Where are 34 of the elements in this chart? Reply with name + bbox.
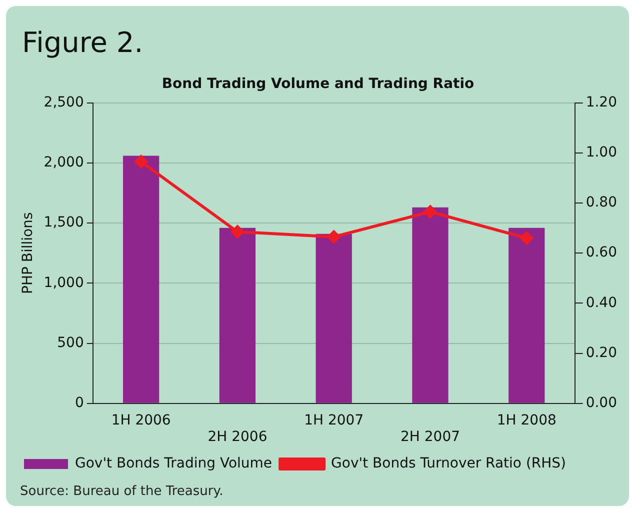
point: [327, 230, 340, 244]
y-tick-label: 2,500: [44, 94, 84, 110]
y2-tick-label: 0.20: [586, 344, 617, 361]
x-tick-label: 1H 2007: [304, 412, 364, 428]
bar: [316, 234, 352, 403]
x-tick-label: 2H 2006: [208, 429, 268, 446]
chart-title: Figure 2.: [22, 26, 144, 59]
x-tick-label: 1H 2008: [496, 412, 556, 428]
y2-tick-label: 0.00: [586, 395, 617, 412]
x-tick-label: 1H 2006: [111, 412, 171, 428]
y-axis-title: PHP Billions: [20, 212, 36, 294]
y2-tick-label: 1.20: [586, 94, 617, 110]
y-tick-label: 1,000: [44, 274, 84, 291]
point: [134, 155, 148, 168]
y2-tick-label: 0.40: [586, 294, 617, 311]
source-note: Source: Bureau of the Treasury.: [20, 484, 224, 499]
point: [424, 205, 437, 218]
bar: [412, 207, 448, 403]
bar: [219, 228, 256, 403]
point: [520, 232, 534, 245]
point: [230, 225, 244, 238]
chart-subtitle: Bond Trading Volume and Trading Ratio: [162, 76, 475, 92]
y2-tick-label: 0.60: [586, 244, 617, 261]
y-tick-label: 0: [74, 395, 84, 412]
y-tick-label: 2,000: [44, 154, 84, 171]
y2-tick-label: 0.80: [586, 194, 617, 211]
legend-label: Gov't Bonds Turnover Ratio (RHS): [331, 456, 566, 472]
y2-tick-label: 1.00: [586, 144, 617, 161]
bar: [123, 156, 160, 403]
y-tick-label: 500: [57, 334, 84, 351]
bar: [508, 228, 545, 403]
legend-label: Gov't Bonds Trading Volume: [75, 456, 272, 472]
y-tick-label: 1,500: [44, 214, 84, 231]
x-tick-label: 2H 2007: [400, 429, 460, 446]
